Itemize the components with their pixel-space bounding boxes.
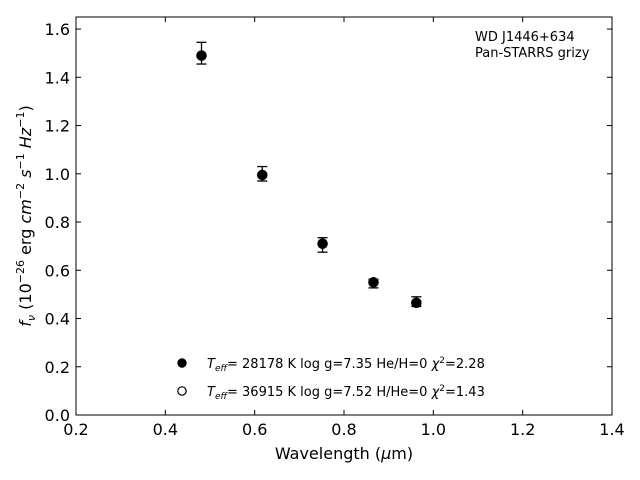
model-point-open — [368, 277, 379, 288]
plot-area — [75, 16, 613, 416]
y-tick-label: 1.4 — [45, 68, 70, 87]
model-point-open — [317, 238, 328, 249]
x-axis-label: Wavelength (μm) — [275, 444, 413, 463]
x-tick-label: 0.2 — [63, 420, 88, 439]
annotation-object: WD J1446+634 — [475, 30, 575, 45]
x-tick-label: 0.8 — [331, 420, 356, 439]
legend-marker-open — [177, 386, 187, 396]
x-tick-label: 1.2 — [510, 420, 535, 439]
y-tick-label: 0.6 — [45, 261, 70, 280]
y-tick-label: 0.2 — [45, 358, 70, 377]
legend-marker-filled — [177, 358, 187, 368]
axis-ticks: 0.2 0.4 0.6 0.8 1.0 1.2 1.40.00.20.40.60.81.01… — [45, 17, 625, 439]
legend-label-series-1: Teff= 28178 K log g=7.35 He/H=0 χ2=2.28 — [207, 356, 485, 374]
y-axis-label: fν (10−26 erg cm−2 s−1 Hz−1) — [14, 105, 38, 326]
model-point-open — [196, 50, 207, 61]
annotation-survey: Pan-STARRS grizy — [475, 46, 590, 61]
model-point-open — [257, 169, 268, 181]
data-marks — [196, 41, 422, 309]
model-point-open — [411, 297, 422, 309]
x-tick-label: 1.0 — [421, 420, 446, 439]
plot-frame — [75, 16, 613, 416]
annotation: WD J1446+634 Pan-STARRS grizy — [475, 30, 590, 61]
x-tick-label: 0.4 — [153, 420, 178, 439]
y-tick-label: 0.8 — [45, 213, 70, 232]
y-tick-label: 0.0 — [45, 406, 70, 425]
y-tick-label: 1.0 — [45, 165, 70, 184]
legend-label-series-2: Teff= 36915 K log g=7.52 H/He=0 χ2=1.43 — [207, 384, 485, 402]
legend: Teff= 28178 K log g=7.35 He/H=0 χ2=2.28 … — [177, 356, 485, 402]
y-tick-label: 1.6 — [45, 20, 70, 39]
y-tick-label: 1.2 — [45, 117, 70, 136]
x-tick-label: 0.6 — [242, 420, 267, 439]
x-tick-label: 1.4 — [599, 420, 624, 439]
y-tick-label: 0.4 — [45, 310, 70, 329]
